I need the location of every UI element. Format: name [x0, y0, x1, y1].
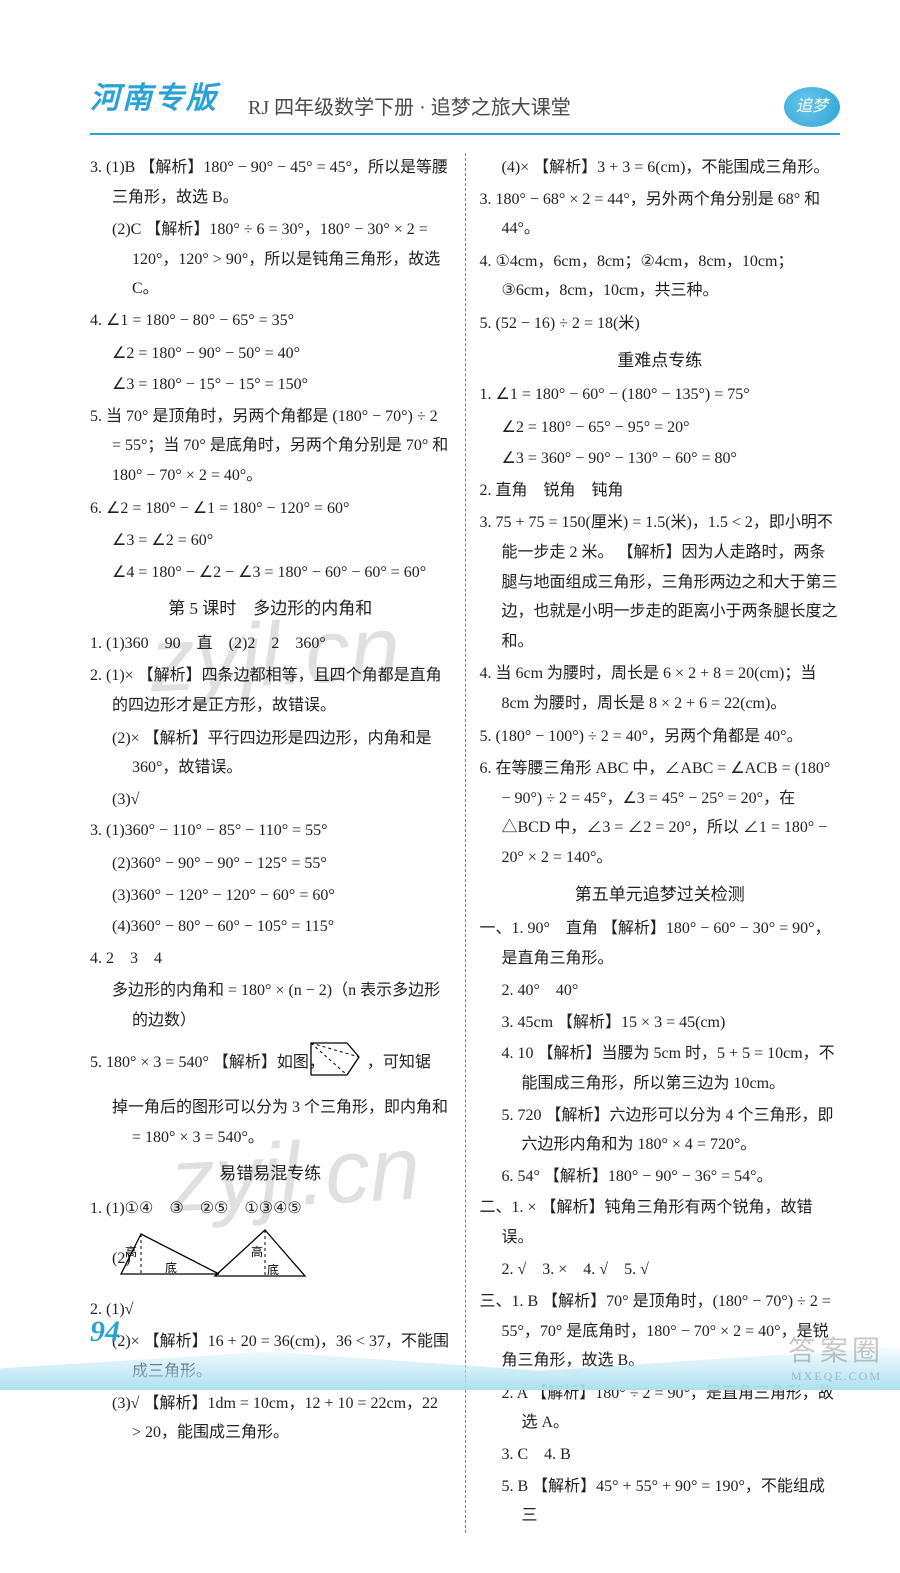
q3-2: (2)C 【解析】180° ÷ 6 = 30°，180° − 30° × 2 =…: [90, 215, 451, 304]
q4b: ∠2 = 180° − 90° − 50° = 40°: [90, 339, 451, 369]
q4a: 4. ∠1 = 180° − 80° − 65° = 35°: [90, 306, 451, 336]
s5-2a: 2. (1)× 【解析】四条边都相等，且四个角都是直角的四边形才是正方形，故错误…: [90, 661, 451, 720]
h2: 2. 直角 锐角 钝角: [480, 476, 841, 506]
section-5-title: 第 5 课时 多边形的内角和: [90, 593, 451, 624]
m2c: (3)√ 【解析】1dm = 10cm，12 + 10 = 22cm，22 > …: [90, 1389, 451, 1448]
column-divider: [465, 153, 466, 1533]
triangle-figure-2-icon: 高 底: [229, 1226, 309, 1293]
section-hard-title: 重难点专练: [480, 345, 841, 376]
logo-badge: 追梦: [784, 87, 840, 127]
section-mix-title: 易错易混专练: [90, 1158, 451, 1189]
book-title: RJ 四年级数学下册 · 追梦之旅大课堂: [248, 89, 754, 127]
h3: 3. 75 + 75 = 150(厘米) = 1.5(米)，1.5 < 2，即小…: [480, 508, 841, 656]
q5: 5. 当 70° 是顶角时，另两个角都是 (180° − 70°) ÷ 2 = …: [90, 402, 451, 491]
q3-1: 3. (1)B 【解析】180° − 90° − 45° = 45°，所以是等腰…: [90, 153, 451, 212]
m1-2: (2) 高 底 高 底: [90, 1226, 451, 1293]
s5-5a: 5. 180° × 3 = 540° 【解析】如图，: [90, 1054, 325, 1071]
q6b: ∠3 = ∠2 = 60°: [90, 526, 451, 556]
u1-2: 2. 40° 40°: [480, 976, 841, 1006]
svg-text:底: 底: [267, 1262, 279, 1277]
r3: 3. 180° − 68° × 2 = 44°，另外两个角分别是 68° 和 4…: [480, 185, 841, 244]
right-column: (4)× 【解析】3 + 3 = 6(cm)，不能围成三角形。 3. 180° …: [480, 153, 841, 1533]
m1: 1. (1)①④ ③ ②⑤ ①③④⑤: [90, 1194, 451, 1224]
edition-title: 河南专版: [90, 70, 218, 127]
s5-3b: (2)360° − 90° − 90° − 125° = 55°: [90, 849, 451, 879]
s5-1: 1. (1)360 90 直 (2)2 2 360°: [90, 629, 451, 659]
h1a: 1. ∠1 = 180° − 60° − (180° − 135°) = 75°: [480, 380, 841, 410]
s5-5b: ，可知锯: [367, 1054, 431, 1071]
u1-4: 4. 10 【解析】当腰为 5cm 时，5 + 5 = 10cm，不能围成三角形…: [480, 1039, 841, 1098]
corner-sub-watermark: MXEQE.COM: [791, 1365, 882, 1388]
q4c: ∠3 = 180° − 15° − 15° = 150°: [90, 370, 451, 400]
u1-3: 3. 45cm 【解析】15 × 3 = 45(cm): [480, 1008, 841, 1038]
pentagon-figure-icon: [329, 1037, 363, 1090]
s5-4a: 4. 2 3 4: [90, 944, 451, 974]
left-column: 3. (1)B 【解析】180° − 90° − 45° = 45°，所以是等腰…: [90, 153, 451, 1533]
u1-5: 5. 720 【解析】六边形可以分为 4 个三角形，即六边形内角和为 180° …: [480, 1101, 841, 1160]
u1-1: 一、1. 90° 直角 【解析】180° − 60° − 30° = 90°，是…: [480, 914, 841, 973]
r4: 4. ①4cm，6cm，8cm；②4cm，8cm，10cm；③6cm，8cm，1…: [480, 247, 841, 306]
s5-4b: 多边形的内角和 = 180° × (n − 2)（n 表示多边形的边数）: [90, 976, 451, 1035]
s5-2c: (3)√: [90, 785, 451, 815]
s5-5c: 掉一角后的图形可以分为 3 个三角形，即内角和 = 180° × 3 = 540…: [90, 1093, 451, 1152]
u3-34: 3. C 4. B: [480, 1440, 841, 1470]
h1c: ∠3 = 360° − 90° − 130° − 60° = 80°: [480, 444, 841, 474]
page-number: 94: [90, 1303, 120, 1360]
r0: (4)× 【解析】3 + 3 = 6(cm)，不能围成三角形。: [480, 153, 841, 183]
h6: 6. 在等腰三角形 ABC 中，∠ABC = ∠ACB = (180° − 90…: [480, 754, 841, 872]
h4: 4. 当 6cm 为腰时，周长是 6 × 2 + 8 = 20(cm)；当 8c…: [480, 659, 841, 718]
m2a: 2. (1)√: [90, 1295, 451, 1325]
s5-5-line: 5. 180° × 3 = 540° 【解析】如图， ，可知锯: [90, 1037, 451, 1090]
page-header: 河南专版 RJ 四年级数学下册 · 追梦之旅大课堂 追梦: [90, 70, 840, 135]
h1b: ∠2 = 180° − 65° − 95° = 20°: [480, 413, 841, 443]
u2-1: 二、1. × 【解析】钝角三角形有两个锐角，故错误。: [480, 1193, 841, 1252]
r5: 5. (52 − 16) ÷ 2 = 18(米): [480, 309, 841, 339]
section-unit-title: 第五单元追梦过关检测: [480, 879, 841, 910]
svg-text:高: 高: [125, 1244, 137, 1259]
u3-5: 5. B 【解析】45° + 55° + 90° = 190°，不能组成三: [480, 1472, 841, 1531]
page: 河南专版 RJ 四年级数学下册 · 追梦之旅大课堂 追梦 3. (1)B 【解析…: [0, 0, 900, 1573]
q6a: 6. ∠2 = 180° − ∠1 = 180° − 120° = 60°: [90, 494, 451, 524]
u2-2: 2. √ 3. × 4. √ 5. √: [480, 1255, 841, 1285]
u1-6: 6. 54° 【解析】180° − 90° − 36° = 54°。: [480, 1162, 841, 1192]
s5-3d: (4)360° − 80° − 60° − 105° = 115°: [90, 912, 451, 942]
q6c: ∠4 = 180° − ∠2 − ∠3 = 180° − 60° − 60° =…: [90, 558, 451, 588]
svg-text:高: 高: [251, 1244, 263, 1259]
s5-3c: (3)360° − 120° − 120° − 60° = 60°: [90, 881, 451, 911]
s5-3a: 3. (1)360° − 110° − 85° − 110° = 55°: [90, 816, 451, 846]
h5: 5. (180° − 100°) ÷ 2 = 40°，另两个角都是 40°。: [480, 722, 841, 752]
svg-text:底: 底: [165, 1260, 177, 1275]
s5-2b: (2)× 【解析】平行四边形是四边形，内角和是 360°，故错误。: [90, 724, 451, 783]
content-columns: 3. (1)B 【解析】180° − 90° − 45° = 45°，所以是等腰…: [90, 153, 840, 1533]
